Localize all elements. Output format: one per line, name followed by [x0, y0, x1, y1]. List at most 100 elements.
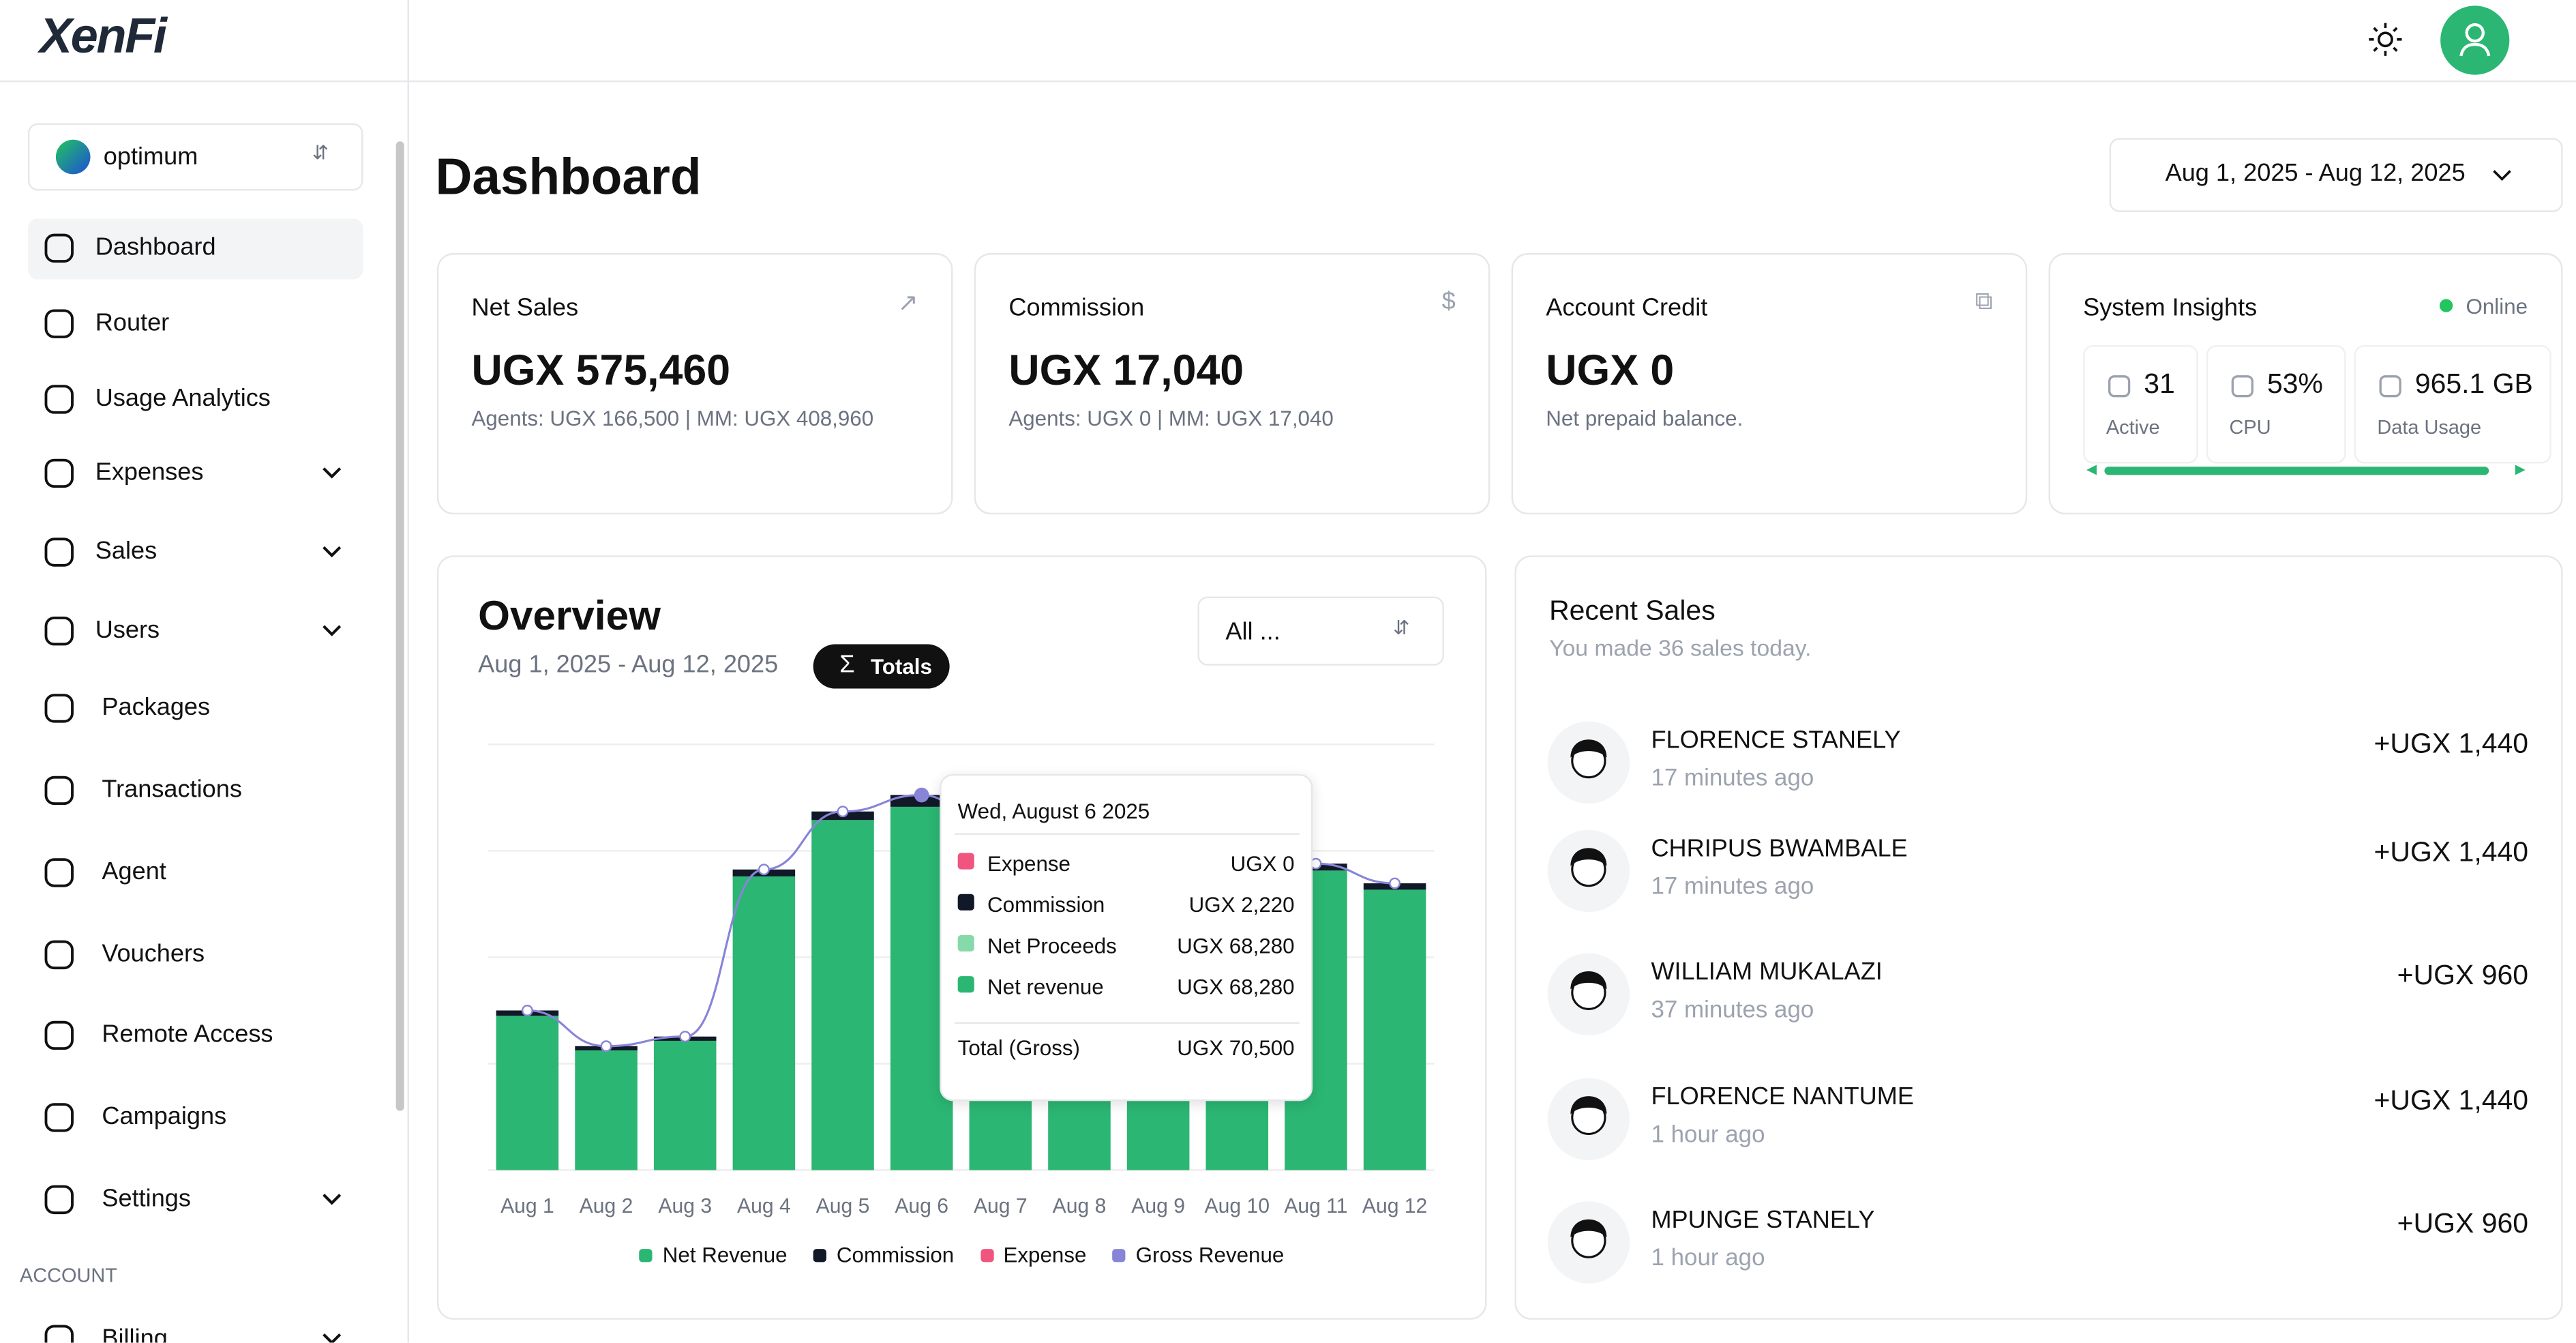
org-icon [55, 139, 91, 175]
bar-segment [732, 876, 796, 1170]
nav-icon [44, 617, 74, 646]
tooltip-swatch [957, 894, 974, 911]
nav-icon [44, 385, 74, 414]
status-dot [2439, 299, 2453, 312]
sale-time: 17 minutes ago [1651, 874, 1814, 901]
tooltip-value: UGX 68,280 [1177, 974, 1295, 999]
bar-segment [1363, 889, 1426, 1170]
sale-time: 1 hour ago [1651, 1245, 1765, 1272]
sun-icon [2378, 31, 2393, 48]
legend-item[interactable]: Gross Revenue [1112, 1243, 1284, 1267]
tooltip-name: Net Proceeds [987, 933, 1117, 958]
nav-chevron [323, 546, 342, 558]
card-value: UGX 0 [1546, 344, 1675, 395]
x-tick-label: Aug 9 [1131, 1195, 1185, 1217]
icon-shape [44, 309, 74, 338]
nav-label[interactable]: Vouchers [102, 940, 205, 969]
nav-icon [44, 233, 74, 263]
card-icon: ⧉ [1975, 287, 1993, 316]
nav-label[interactable]: Transactions [102, 776, 242, 804]
nav-active-bg [27, 218, 363, 280]
avatar-body [2459, 42, 2491, 57]
nav-label[interactable]: Dashboard [95, 233, 216, 262]
nav-label[interactable]: Settings [102, 1185, 191, 1213]
tooltip-swatch [957, 934, 974, 952]
insight-stat: 31 Active [2083, 344, 2198, 464]
nav-label[interactable]: Billing [102, 1324, 168, 1343]
sale-time: 37 minutes ago [1651, 997, 1814, 1024]
logo[interactable]: XenFi [39, 10, 167, 64]
card-title: Net Sales [471, 294, 579, 323]
legend-item[interactable]: Commission [813, 1243, 954, 1267]
icon-shape [44, 858, 74, 887]
icon-shape [2108, 375, 2131, 398]
card-note: Agents: UGX 166,500 | MM: UGX 408,960 [471, 406, 874, 431]
stat-card: Account Credit ⧉ UGX 0 Net prepaid balance. [1511, 253, 2028, 515]
scroll-track[interactable] [2104, 467, 2489, 475]
card-icon: ↗ [897, 289, 918, 318]
filter-select[interactable] [1197, 596, 1444, 666]
avatar-head [2465, 23, 2485, 43]
bar-segment [575, 1050, 638, 1170]
avatar-hair [1570, 971, 1607, 990]
nav-label[interactable]: Agent [102, 857, 166, 886]
insights-card: System Insights Online 31 Active 53% CPU 965… [2048, 253, 2563, 515]
date-picker[interactable] [2109, 138, 2563, 212]
chevron [2493, 170, 2511, 181]
nav-label[interactable]: Sales [95, 537, 158, 565]
sales-title: Recent Sales [1549, 595, 1716, 626]
card-note: Agents: UGX 0 | MM: UGX 17,040 [1008, 406, 1334, 431]
nav-label[interactable]: Remote Access [102, 1020, 273, 1049]
card-value: UGX 17,040 [1008, 344, 1244, 395]
nav-label[interactable]: Packages [102, 693, 211, 722]
x-tick-label: Aug 2 [580, 1195, 633, 1217]
nav-icon [44, 309, 74, 338]
nav-label[interactable]: Users [95, 616, 160, 645]
nav-label[interactable]: Router [95, 308, 170, 337]
tooltip-title: Wed, August 6 2025 [957, 798, 1150, 824]
legend-label: Expense [1003, 1242, 1087, 1267]
nav-icon [44, 694, 74, 723]
legend-item[interactable]: Net Revenue [640, 1243, 788, 1267]
nav-chevron [323, 625, 342, 636]
stat-value: 53% [2266, 368, 2323, 400]
theme-toggle[interactable] [2366, 20, 2406, 59]
tooltip: Wed, August 6 2025 Expense UGX 0 Commissio… [940, 773, 1313, 1102]
x-tick-label: Aug 5 [816, 1195, 870, 1217]
scrollbar[interactable] [395, 141, 404, 1111]
stat-card: Net Sales ↗ UGX 575,460 Agents: UGX 166,500… [436, 253, 953, 515]
sale-time: 1 hour ago [1651, 1122, 1765, 1149]
user-avatar[interactable] [2440, 5, 2511, 76]
stat-label: Data Usage [2377, 415, 2482, 439]
top-bar [0, 0, 2576, 83]
icon-shape [44, 776, 74, 806]
card-title: Account Credit [1546, 294, 1708, 323]
x-tick-label: Aug 11 [1284, 1195, 1347, 1217]
x-tick-label: Aug 7 [974, 1195, 1028, 1217]
sale-avatar [1547, 1078, 1630, 1161]
totals-toggle[interactable] [813, 644, 950, 689]
nav-label[interactable]: Campaigns [102, 1102, 227, 1131]
sale-amount: +UGX 960 [2397, 960, 2529, 991]
nav-chevron [323, 1333, 342, 1343]
total-value: UGX 70,500 [1177, 1035, 1295, 1061]
nav-icon [44, 1185, 74, 1215]
tooltip-name: Commission [987, 892, 1105, 917]
nav-label[interactable]: Expenses [95, 458, 204, 487]
x-tick-label: Aug 4 [737, 1195, 791, 1217]
x-tick-label: Aug 1 [500, 1195, 554, 1217]
avatar-hair [1570, 739, 1607, 758]
sale-time: 17 minutes ago [1651, 765, 1814, 793]
line-point [1389, 877, 1401, 889]
divider [954, 1022, 1300, 1024]
icon-shape [2231, 375, 2253, 398]
legend-item[interactable]: Expense [980, 1242, 1087, 1267]
scroll-right[interactable]: ▶ [2515, 462, 2526, 477]
scroll-left[interactable]: ◀ [2086, 462, 2097, 477]
icon-shape [44, 1020, 74, 1050]
icon-shape [44, 385, 74, 414]
icon-shape [44, 694, 74, 723]
insight-stat: 53% CPU [2206, 344, 2346, 464]
nav-label[interactable]: Usage Analytics [95, 384, 271, 413]
